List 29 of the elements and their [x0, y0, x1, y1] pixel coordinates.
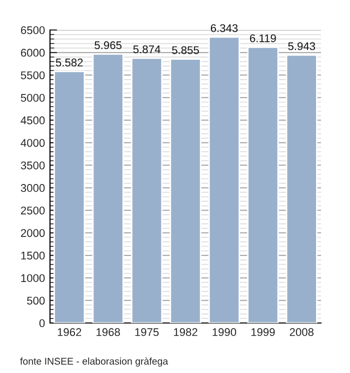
y-tick-label: 0 — [39, 319, 45, 328]
x-tick-label: 1968 — [96, 328, 120, 336]
y-tick-label: 1500 — [21, 252, 45, 260]
data-label: 6.343 — [210, 24, 238, 32]
x-tick-label: 1962 — [58, 328, 82, 336]
y-tick-label: 6000 — [20, 48, 45, 57]
y-tick-label: 5000 — [20, 94, 45, 102]
y-tick-label: 6500 — [20, 26, 45, 34]
y-tick-label: 2000 — [20, 229, 45, 237]
y-tick-label: 500 — [27, 296, 45, 305]
y-tick-label: 2500 — [20, 206, 45, 214]
x-tick-label: 1999 — [251, 328, 275, 336]
data-label: 5.965 — [94, 41, 122, 50]
data-label: 5.582 — [56, 58, 83, 66]
x-tick-label: 1982 — [174, 328, 198, 336]
y-tick-label: 5500 — [20, 71, 45, 80]
x-tick-label: 1990 — [212, 328, 236, 336]
x-tick-label: 2008 — [290, 328, 314, 336]
y-tick-label: 3500 — [20, 162, 45, 170]
source-note: fonte INSEE - elaborasion gràfega — [20, 357, 168, 367]
y-tick-label: 1000 — [21, 274, 45, 282]
x-tick-label: 1975 — [135, 328, 159, 336]
y-tick-label: 3000 — [20, 184, 45, 192]
data-label: 5.855 — [172, 46, 199, 54]
data-label: 5.943 — [288, 42, 316, 50]
data-label: 6.119 — [250, 34, 276, 42]
y-tick-label: 4000 — [20, 138, 45, 147]
y-tick-label: 4500 — [20, 116, 45, 124]
data-label: 5.874 — [133, 45, 160, 54]
